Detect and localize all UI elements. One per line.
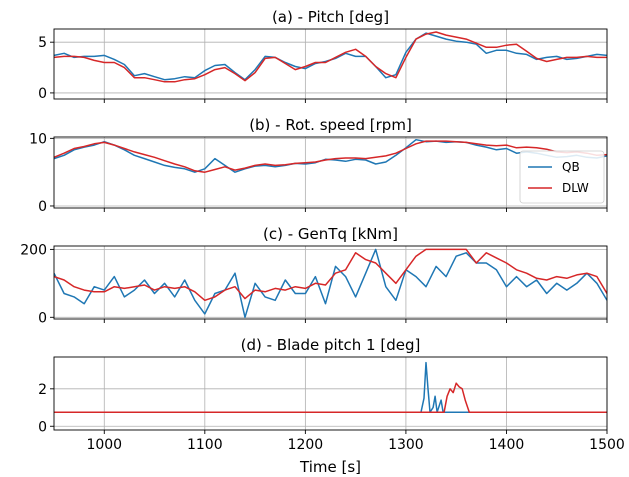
- legend-box: [519, 150, 605, 204]
- panel-3: 0 200 (c) - GenTq [kNm]: [20, 225, 608, 326]
- y-tick-label: 10: [29, 131, 47, 147]
- panel-title: (b) - Rot. speed [rpm]: [249, 116, 412, 134]
- legend-label-dlw: DLW: [562, 181, 589, 195]
- legend: QB DLW: [519, 150, 605, 204]
- series-line-qb: [54, 32, 607, 81]
- series-line-qb: [54, 361, 607, 413]
- x-tick-label: 1400: [489, 437, 525, 453]
- axes-frame: [53, 28, 608, 100]
- x-tick-label: 1000: [86, 437, 122, 453]
- panel-title: (d) - Blade pitch 1 [deg]: [241, 336, 421, 354]
- y-tick-label: 0: [38, 419, 47, 435]
- x-axis-label: Time [s]: [299, 458, 361, 476]
- series-line-dlw: [54, 248, 607, 302]
- x-tick-label: 1500: [589, 437, 625, 453]
- series-line-qb: [54, 248, 607, 319]
- series-line-dlw: [54, 31, 607, 83]
- y-tick-label: 0: [38, 86, 47, 102]
- y-tick-label: 0: [38, 310, 47, 326]
- x-tick-label: 1300: [388, 437, 424, 453]
- x-tick-label: 1100: [187, 437, 223, 453]
- axes-frame: [53, 245, 608, 320]
- axes-frame: [53, 136, 608, 209]
- legend-label-qb: QB: [562, 160, 580, 174]
- panel-title: (a) - Pitch [deg]: [272, 8, 389, 26]
- panel-1: 0 5 (a) - Pitch [deg]: [38, 8, 608, 103]
- series-line-dlw: [54, 382, 607, 413]
- y-tick-label: 200: [20, 242, 47, 258]
- y-tick-label: 5: [38, 35, 47, 51]
- panel-title: (c) - GenTq [kNm]: [263, 225, 398, 243]
- panel-2: 0 10 (b) - Rot. speed [rpm] QB DLW: [29, 116, 608, 215]
- y-tick-label: 0: [38, 199, 47, 215]
- x-tick-label: 1200: [288, 437, 324, 453]
- y-tick-label: 2: [38, 382, 47, 398]
- axes-frame: [53, 356, 608, 431]
- series-line-dlw: [54, 140, 607, 173]
- panel-4: 0 2 (d) - Blade pitch 1 [deg] 1000 1100 1200 1…: [38, 336, 625, 476]
